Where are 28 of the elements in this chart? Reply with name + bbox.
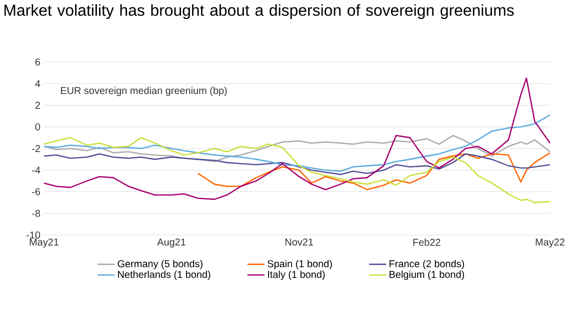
line-series xyxy=(43,114,551,172)
y-tick-label: 4 xyxy=(35,80,40,88)
legend-label: Spain (1 bond) xyxy=(268,260,332,270)
legend-label: Germany (5 bonds) xyxy=(118,260,202,270)
line-series xyxy=(197,152,551,190)
x-tick-label: May21 xyxy=(30,238,58,248)
chart-title: Market volatility has brought about a dispersion of sovereign greeniums xyxy=(4,4,514,20)
legend-label: France (2 bonds) xyxy=(390,260,464,270)
y-tick-label: -6 xyxy=(32,188,40,196)
y-tick-label: 2 xyxy=(35,102,40,109)
legend-label: Italy (1 bond) xyxy=(268,270,325,280)
x-tick-label: Aug21 xyxy=(157,238,186,248)
line-series xyxy=(43,137,551,204)
y-tick-label: -8 xyxy=(32,210,40,217)
x-tick-label: Feb22 xyxy=(413,238,440,246)
line-series xyxy=(43,153,551,176)
line-series xyxy=(43,134,551,162)
y-axis-title: EUR sovereign median greenium (bp) xyxy=(60,86,227,96)
y-tick-label: 0 xyxy=(35,123,40,130)
y-tick-label: -10 xyxy=(26,231,40,239)
y-tick-label: -4 xyxy=(32,166,40,174)
x-tick-label: Nov21 xyxy=(285,238,313,246)
x-tick-label: May22 xyxy=(536,238,564,248)
line-series xyxy=(43,78,551,200)
y-tick-label: -2 xyxy=(32,145,40,152)
y-tick-label: 6 xyxy=(35,58,40,66)
legend-label: Belgium (1 bond) xyxy=(390,270,464,280)
legend-label: Netherlands (1 bond) xyxy=(118,270,210,280)
